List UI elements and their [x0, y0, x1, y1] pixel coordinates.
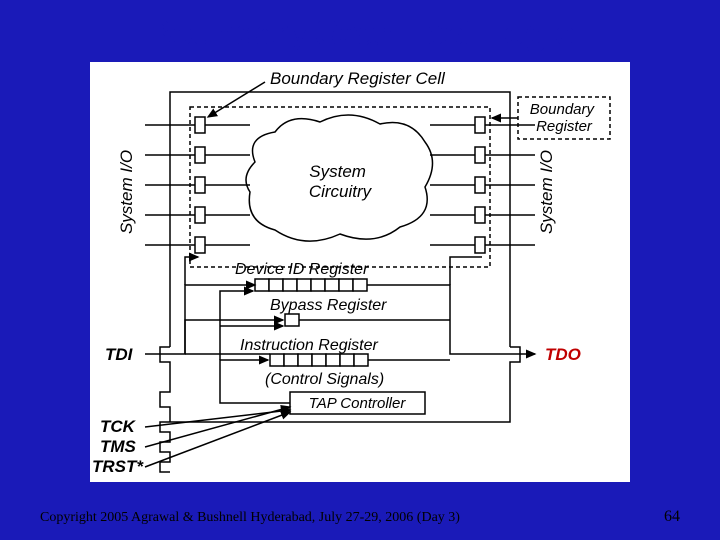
tck-label: TCK	[100, 417, 137, 436]
trst-label: TRST*	[92, 457, 144, 476]
diagram: System Circuitry Boundary Register Cell …	[90, 62, 630, 482]
system-circuitry-label: System Circuitry	[309, 162, 373, 201]
boundary-out	[450, 257, 482, 285]
footer-copyright: Copyright 2005 Agrawal & Bushnell Hydera…	[40, 510, 680, 526]
slide-title: Boundary Scan Test Logic	[0, 0, 720, 62]
system-io-left-label: System I/O	[117, 150, 136, 234]
brc-arrow	[208, 82, 265, 117]
instruction-cells	[270, 354, 368, 366]
right-boundary-cells	[475, 117, 485, 253]
tap-controller-label: TAP Controller	[309, 395, 407, 412]
boundary-register-cell-label: Boundary Register Cell	[270, 69, 446, 88]
system-io-right-label: System I/O	[537, 150, 556, 234]
tdi-label: TDI	[105, 345, 134, 364]
tdo-label: TDO	[545, 345, 581, 364]
instruction-label: Instruction Register	[240, 337, 379, 354]
left-boundary-cells	[195, 117, 205, 253]
control-signals-label: (Control Signals)	[265, 371, 384, 388]
tms-line	[145, 407, 290, 447]
trst-line	[145, 412, 290, 467]
bypass-cell	[285, 314, 299, 326]
page-number: 64	[664, 508, 680, 526]
bypass-label: Bypass Register	[270, 297, 387, 314]
tms-label: TMS	[100, 437, 137, 456]
boundary-register-label: Boundary Register	[530, 101, 598, 135]
tdi-to-boundary	[185, 257, 198, 285]
device-id-label: Device ID Register	[235, 261, 369, 278]
device-id-cells	[255, 279, 367, 291]
